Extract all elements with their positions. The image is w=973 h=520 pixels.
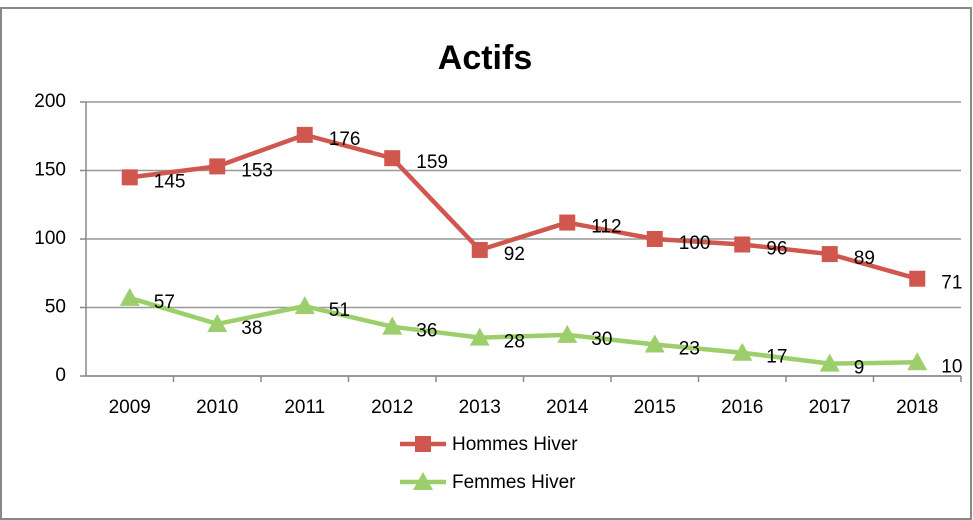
series-line bbox=[129, 295, 918, 366]
data-point bbox=[471, 241, 488, 258]
data-point bbox=[909, 270, 926, 287]
data-label: 28 bbox=[504, 332, 525, 353]
y-tick-label: 0 bbox=[55, 365, 66, 386]
data-point bbox=[821, 246, 838, 263]
series-line bbox=[129, 132, 918, 281]
data-label: 51 bbox=[329, 300, 350, 321]
legend-label: Femmes Hiver bbox=[452, 472, 576, 493]
data-point bbox=[557, 324, 578, 343]
x-tick-label: 2010 bbox=[196, 397, 238, 418]
data-label: 71 bbox=[941, 273, 962, 294]
y-tick-label: 50 bbox=[45, 297, 66, 318]
data-point bbox=[207, 313, 228, 332]
x-tick-label: 2018 bbox=[896, 397, 938, 418]
data-label: 23 bbox=[679, 339, 700, 360]
data-label: 96 bbox=[766, 238, 787, 259]
data-label: 36 bbox=[416, 321, 437, 342]
legend-label: Hommes Hiver bbox=[452, 434, 578, 455]
data-point bbox=[121, 169, 138, 186]
x-tick-label: 2015 bbox=[634, 397, 676, 418]
data-point bbox=[296, 126, 313, 143]
x-tick-label: 2012 bbox=[371, 397, 413, 418]
y-tick-label: 100 bbox=[34, 228, 66, 249]
data-point bbox=[734, 236, 751, 253]
data-label: 176 bbox=[329, 129, 361, 150]
data-label: 17 bbox=[766, 347, 787, 368]
data-point bbox=[209, 158, 226, 175]
x-tick-label: 2009 bbox=[109, 397, 151, 418]
data-label: 153 bbox=[241, 160, 273, 181]
legend-marker bbox=[415, 436, 431, 452]
data-point bbox=[559, 214, 576, 231]
chart-border bbox=[0, 7, 972, 520]
data-label: 57 bbox=[154, 292, 175, 313]
x-tick-label: 2013 bbox=[459, 397, 501, 418]
data-label: 92 bbox=[504, 244, 525, 265]
data-point bbox=[732, 342, 753, 361]
data-point bbox=[384, 150, 401, 167]
data-label: 9 bbox=[854, 358, 865, 379]
data-label: 112 bbox=[591, 217, 621, 238]
data-point bbox=[907, 352, 928, 371]
x-tick-label: 2016 bbox=[721, 397, 763, 418]
data-label: 159 bbox=[416, 152, 448, 173]
y-tick-label: 150 bbox=[34, 160, 66, 181]
data-label: 145 bbox=[154, 171, 186, 192]
data-point bbox=[646, 231, 663, 247]
x-tick-label: 2014 bbox=[546, 397, 589, 418]
data-point bbox=[294, 296, 315, 315]
data-point bbox=[382, 316, 403, 335]
data-point bbox=[119, 287, 140, 306]
data-label: 38 bbox=[241, 318, 262, 339]
data-label: 10 bbox=[941, 356, 962, 377]
x-tick-label: 2011 bbox=[284, 397, 325, 418]
data-label: 89 bbox=[854, 248, 875, 269]
data-label: 100 bbox=[679, 233, 711, 254]
data-point bbox=[644, 334, 665, 353]
data-point bbox=[819, 353, 840, 372]
data-label: 30 bbox=[591, 329, 612, 350]
data-point bbox=[469, 327, 490, 346]
chart-title: Actifs bbox=[438, 39, 532, 77]
y-tick-label: 200 bbox=[34, 91, 66, 112]
legend-marker bbox=[413, 472, 433, 490]
x-tick-label: 2017 bbox=[809, 397, 851, 418]
